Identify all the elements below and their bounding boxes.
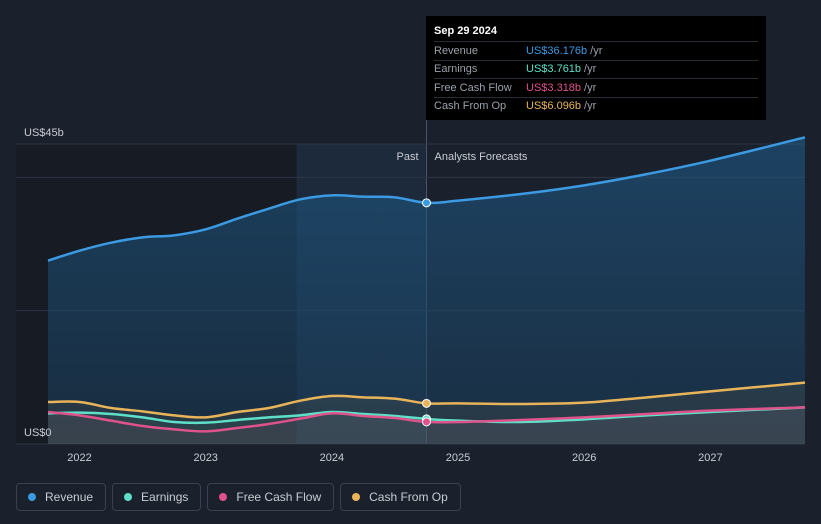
axis-labels: US$45b US$0 Past Analysts Forecasts 2022 2023… bbox=[24, 127, 723, 464]
legend-item-revenue[interactable]: Revenue bbox=[16, 483, 107, 511]
legend-dot-icon bbox=[219, 493, 228, 501]
legend-item-earnings[interactable]: Earnings bbox=[112, 483, 202, 511]
tooltip-label: Revenue bbox=[434, 44, 479, 57]
x-tick-label: 2027 bbox=[698, 452, 722, 464]
tooltip-unit: /yr bbox=[590, 44, 603, 57]
tooltip-row: Cash From Op US$6.096b/yr bbox=[434, 96, 758, 116]
legend-item-cash-from-op[interactable]: Cash From Op bbox=[340, 483, 461, 511]
tooltip-label: Free Cash Flow bbox=[434, 81, 512, 94]
legend: Revenue Earnings Free Cash Flow Cash From O… bbox=[16, 483, 461, 511]
legend-item-free-cash-flow[interactable]: Free Cash Flow bbox=[207, 483, 335, 511]
legend-label: Revenue bbox=[45, 490, 94, 504]
cash-from-op-marker bbox=[422, 398, 431, 408]
tooltip-unit: /yr bbox=[584, 100, 597, 113]
x-tick-label: 2026 bbox=[572, 452, 596, 464]
past-label: Past bbox=[396, 151, 418, 163]
tooltip-value: US$3.761b bbox=[526, 63, 582, 76]
revenue-area bbox=[48, 137, 805, 445]
x-tick-label: 2025 bbox=[446, 452, 470, 464]
tooltip-value: US$6.096b bbox=[526, 100, 582, 113]
tooltip-label: Earnings bbox=[434, 63, 478, 76]
y-axis-min-label: US$0 bbox=[24, 427, 52, 439]
tooltip-date: Sep 29 2024 bbox=[434, 25, 497, 37]
tooltip: Sep 29 2024 Revenue US$36.176b/yr Earnings… bbox=[426, 16, 766, 120]
legend-dot-icon bbox=[124, 493, 133, 501]
series-lines bbox=[47, 136, 806, 433]
cash-from-op-line bbox=[47, 381, 806, 419]
legend-label: Cash From Op bbox=[369, 490, 448, 504]
tooltip-row: Free Cash Flow US$3.318b/yr bbox=[434, 78, 758, 97]
tooltip-unit: /yr bbox=[584, 63, 597, 76]
y-axis-max-label: US$45b bbox=[24, 127, 64, 139]
tooltip-unit: /yr bbox=[584, 81, 597, 94]
tooltip-value: US$3.318b bbox=[526, 81, 582, 94]
free-cash-flow-line bbox=[47, 406, 806, 433]
earnings-line bbox=[47, 406, 806, 425]
legend-label: Earnings bbox=[141, 490, 189, 504]
legend-label: Free Cash Flow bbox=[236, 490, 322, 504]
series-markers bbox=[422, 198, 431, 427]
forecast-label: Analysts Forecasts bbox=[435, 151, 528, 163]
legend-dot-icon bbox=[28, 493, 36, 501]
x-tick-label: 2023 bbox=[193, 452, 217, 464]
revenue-line bbox=[47, 136, 806, 262]
tooltip-row: Earnings US$3.761b/yr bbox=[434, 59, 758, 79]
tooltip-value: US$36.176b bbox=[526, 44, 588, 57]
free-cash-flow-marker bbox=[422, 417, 431, 427]
tooltip-label: Cash From Op bbox=[434, 100, 507, 113]
x-tick-label: 2024 bbox=[320, 452, 344, 464]
revenue-marker bbox=[422, 198, 431, 208]
x-tick-label: 2022 bbox=[67, 452, 91, 464]
tooltip-row: Revenue US$36.176b/yr bbox=[434, 41, 758, 60]
legend-dot-icon bbox=[352, 493, 361, 501]
